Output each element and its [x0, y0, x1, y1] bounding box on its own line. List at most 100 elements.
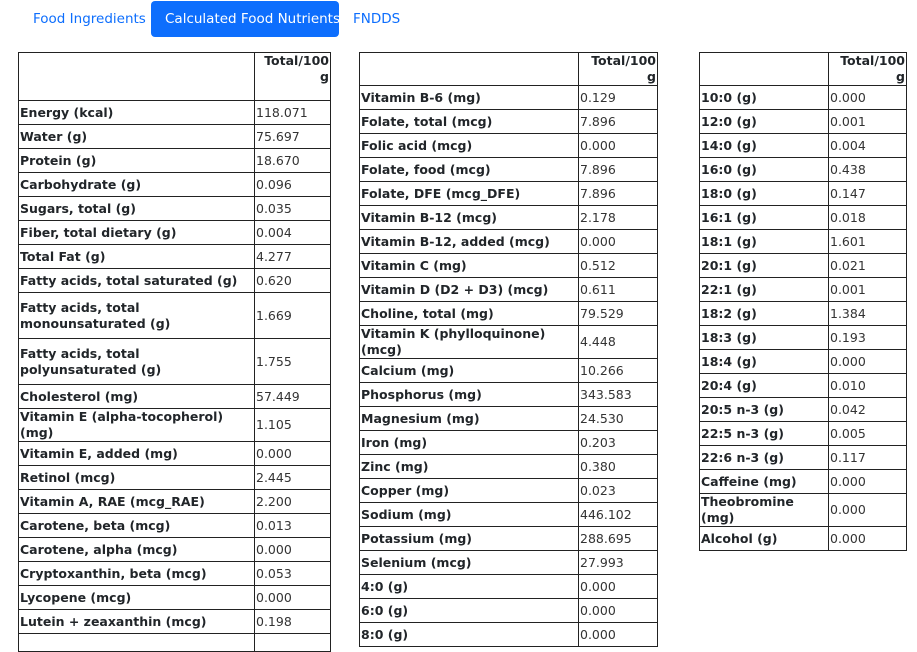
nutrient-value: 27.993: [578, 550, 658, 575]
nutrient-name: 18:4 (g): [699, 349, 829, 374]
nutrient-value: 0.018: [828, 205, 907, 230]
nutrient-name: 22:1 (g): [699, 277, 829, 302]
nutrient-value: 1.384: [828, 301, 907, 326]
table-row: Magnesium (mg) 24.530: [359, 406, 658, 431]
nutrient-name: Fatty acids, total saturated (g): [18, 268, 255, 293]
nutrient-value: 2.200: [254, 489, 331, 514]
nutrient-value: 0.000: [578, 598, 658, 623]
nutrient-value: 0.000: [828, 85, 907, 110]
nutrient-name: Folate, DFE (mcg_DFE): [359, 181, 579, 206]
table-row: Fatty acids, total saturated (g) 0.620: [18, 268, 331, 293]
tab-calculated-food-nutrients[interactable]: Calculated Food Nutrients: [151, 1, 340, 37]
nutrient-value: 1.755: [254, 338, 331, 385]
table-row: Sugars, total (g) 0.035: [18, 196, 331, 221]
table-row: Vitamin E, added (mg) 0.000: [18, 441, 331, 466]
table-header-row: Total/100 g: [699, 52, 907, 86]
nutrient-value: 0.001: [828, 277, 907, 302]
table-header-row: Total/100 g: [359, 52, 658, 86]
nutrient-value: 4.448: [578, 325, 658, 359]
nutrient-value: 24.530: [578, 406, 658, 431]
column-header-total-per-100g: Total/100 g: [828, 52, 907, 86]
nutrient-value: 0.001: [828, 109, 907, 134]
nutrient-value: [254, 633, 331, 652]
table-row: Vitamin B-6 (mg) 0.129: [359, 85, 658, 110]
nutrient-value: 0.000: [578, 574, 658, 599]
table-row: Alcohol (g) 0.000: [699, 526, 907, 551]
nutrient-value: 343.583: [578, 382, 658, 407]
nutrient-name: 18:2 (g): [699, 301, 829, 326]
table-row: 4:0 (g) 0.000: [359, 574, 658, 599]
nutrient-value: 2.178: [578, 205, 658, 230]
nutrient-name: 22:5 n-3 (g): [699, 421, 829, 446]
table-row: 20:5 n-3 (g) 0.042: [699, 397, 907, 422]
tab-fndds[interactable]: FNDDS: [353, 11, 401, 27]
table-row: Carotene, alpha (mcg) 0.000: [18, 537, 331, 562]
nutrient-name: Vitamin B-12 (mcg): [359, 205, 579, 230]
nutrient-value: 0.000: [578, 622, 658, 647]
nutrient-name: Vitamin E (alpha-tocopherol) (mg): [18, 408, 255, 442]
nutrient-value: 0.117: [828, 445, 907, 470]
nutrient-name: Vitamin D (D2 + D3) (mcg): [359, 277, 579, 302]
nutrient-value: 0.147: [828, 181, 907, 206]
nutrient-name: Choline, total (mg): [359, 301, 579, 326]
column-header-total-per-100g: Total/100 g: [578, 52, 658, 86]
nutrient-value: 2.445: [254, 465, 331, 490]
table-row: Carbohydrate (g) 0.096: [18, 172, 331, 197]
nutrient-name: Fatty acids, total monounsaturated (g): [18, 292, 255, 339]
nutrient-value: 0.000: [578, 229, 658, 254]
tab-food-ingredients[interactable]: Food Ingredients: [33, 11, 146, 27]
nutrient-value: 0.096: [254, 172, 331, 197]
table-row: 18:3 (g) 0.193: [699, 325, 907, 350]
nutrient-value: 10.266: [578, 358, 658, 383]
nutrient-name: Vitamin B-12, added (mcg): [359, 229, 579, 254]
table-row: Vitamin B-12 (mcg) 2.178: [359, 205, 658, 230]
nutrient-name: Copper (mg): [359, 478, 579, 503]
table-row: 10:0 (g) 0.000: [699, 85, 907, 110]
table-row: Energy (kcal) 118.071: [18, 100, 331, 125]
nutrient-value: 57.449: [254, 384, 331, 409]
nutrient-value: 0.438: [828, 157, 907, 182]
nutrient-table-1: Total/100 g Energy (kcal) 118.071 Water (g)…: [18, 52, 331, 652]
nutrient-value: 446.102: [578, 502, 658, 527]
table-row: Protein (g) 18.670: [18, 148, 331, 173]
nutrient-value: 0.000: [254, 585, 331, 610]
table-row: Fatty acids, total monounsaturated (g) 1.…: [18, 292, 331, 339]
table-row: 18:1 (g) 1.601: [699, 229, 907, 254]
nutrient-name: Folate, food (mcg): [359, 157, 579, 182]
header-blank-cell: [18, 52, 255, 101]
table-row: Folate, DFE (mcg_DFE) 7.896: [359, 181, 658, 206]
nutrient-name: Vitamin K (phylloquinone) (mcg): [359, 325, 579, 359]
table-row: Folate, food (mcg) 7.896: [359, 157, 658, 182]
nutrient-value: 0.000: [828, 349, 907, 374]
table-row: 14:0 (g) 0.004: [699, 133, 907, 158]
nutrient-name: Water (g): [18, 124, 255, 149]
nutrient-value: 0.611: [578, 277, 658, 302]
nutrient-name: 16:0 (g): [699, 157, 829, 182]
table-row: Fatty acids, total polyunsaturated (g) 1.…: [18, 338, 331, 385]
table-row: 16:0 (g) 0.438: [699, 157, 907, 182]
nutrient-value: 79.529: [578, 301, 658, 326]
table-row: 22:1 (g) 0.001: [699, 277, 907, 302]
nutrient-value: 1.669: [254, 292, 331, 339]
column-header-total-per-100g: Total/100 g: [254, 52, 331, 101]
table-row: 6:0 (g) 0.000: [359, 598, 658, 623]
table-row: Cholesterol (mg) 57.449: [18, 384, 331, 409]
nutrient-name: Sodium (mg): [359, 502, 579, 527]
table-row: Sodium (mg) 446.102: [359, 502, 658, 527]
nutrient-name: Caffeine (mg): [699, 469, 829, 494]
nutrient-value: 0.380: [578, 454, 658, 479]
nutrient-name: Carotene, alpha (mcg): [18, 537, 255, 562]
table-row: Fiber, total dietary (g) 0.004: [18, 220, 331, 245]
table-row: Phosphorus (mg) 343.583: [359, 382, 658, 407]
nutrient-value: 0.023: [578, 478, 658, 503]
nutrient-name: Carbohydrate (g): [18, 172, 255, 197]
nutrient-value: 7.896: [578, 157, 658, 182]
nutrient-value: 118.071: [254, 100, 331, 125]
table-row: 18:4 (g) 0.000: [699, 349, 907, 374]
nutrient-name: 16:1 (g): [699, 205, 829, 230]
table-row: Iron (mg) 0.203: [359, 430, 658, 455]
table-row: Folic acid (mcg) 0.000: [359, 133, 658, 158]
nutrient-value: 288.695: [578, 526, 658, 551]
nutrient-name: 12:0 (g): [699, 109, 829, 134]
nutrient-value: 0.000: [828, 526, 907, 551]
